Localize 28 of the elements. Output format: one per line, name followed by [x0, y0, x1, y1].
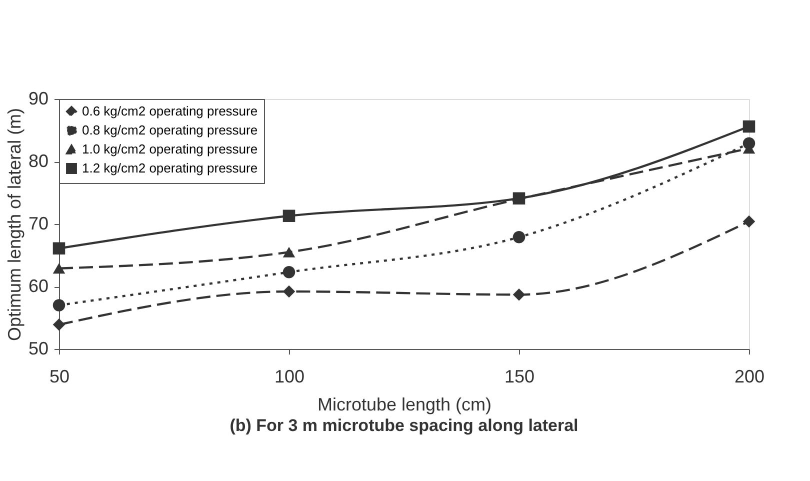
point	[512, 288, 526, 301]
legend-label: 0.8 kg/cm2 operating pressure	[82, 122, 258, 138]
legend-label: 1.2 kg/cm2 operating pressure	[82, 160, 258, 176]
x-tick-label: 200	[734, 366, 765, 386]
point	[742, 215, 756, 228]
point	[282, 285, 296, 298]
text: (b) For 3 m microtube spacing along lateral	[230, 416, 578, 435]
y-tick-label: 90	[28, 88, 48, 108]
point	[282, 246, 296, 258]
y-tick-label: 50	[28, 338, 48, 358]
y-tick-label: 80	[28, 151, 48, 171]
x-tick-label: 50	[49, 366, 70, 386]
x-tick-label: 150	[504, 366, 535, 386]
x-tick-label: 100	[274, 366, 305, 386]
point	[742, 120, 756, 133]
x-axis-title: Microtube length (cm)	[317, 394, 492, 414]
legend-label: 0.6 kg/cm2 operating pressure	[82, 104, 258, 118]
point	[282, 266, 296, 278]
legend-label: 1.0 kg/cm2 operating pressure	[82, 142, 258, 156]
point	[52, 242, 66, 254]
point	[52, 299, 66, 312]
y-tick-label: 70	[28, 214, 48, 234]
point	[52, 318, 66, 331]
y-axis-title: Optimum length of lateral (m)	[4, 108, 24, 342]
point	[282, 210, 296, 222]
point	[52, 263, 66, 274]
y-tick-label: 60	[28, 276, 48, 296]
point	[512, 231, 526, 244]
